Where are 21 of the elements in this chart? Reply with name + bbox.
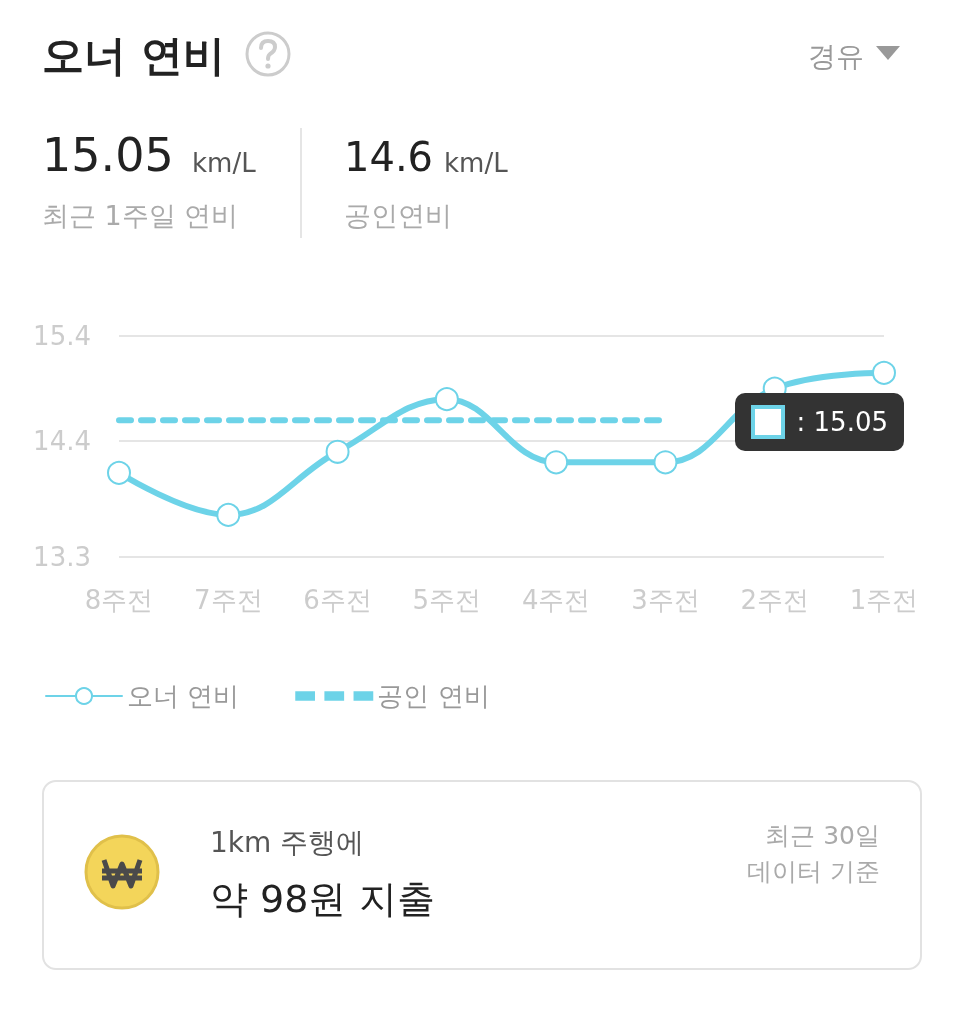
legend-label: 공인 연비 — [377, 681, 490, 711]
chart-title: 오너 연비 — [42, 30, 225, 82]
point — [325, 439, 350, 464]
text: km/L — [192, 148, 256, 178]
text: km/L — [444, 148, 508, 178]
text: 1km 주행에 — [210, 825, 365, 861]
annotation: : 15.05 — [796, 406, 888, 437]
legend-label: 오너 연비 — [127, 681, 240, 711]
text: 경유 — [808, 39, 864, 75]
point — [107, 460, 131, 485]
point — [434, 387, 459, 412]
text: 공인연비 — [344, 199, 452, 233]
text: 최근 1주일 연비 — [42, 199, 239, 233]
point — [544, 450, 569, 475]
text: 14.6 — [344, 134, 434, 180]
point — [872, 360, 896, 385]
text: 최근 30일 데이터 기준 — [746, 820, 880, 888]
point — [216, 502, 241, 527]
text: 약 98원 지출 — [210, 876, 435, 923]
text: 15.05 — [42, 128, 174, 182]
point — [653, 450, 678, 475]
